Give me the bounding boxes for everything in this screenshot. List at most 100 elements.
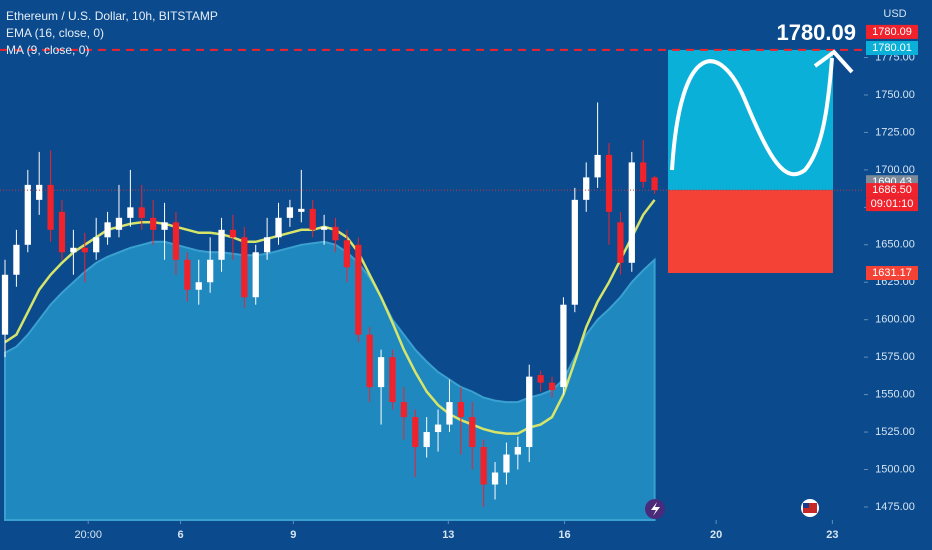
y-tick-label: 1750.00 xyxy=(875,89,915,101)
candle-body xyxy=(104,222,111,238)
y-tick-label: 1725.00 xyxy=(875,126,915,138)
candle-body xyxy=(640,162,647,182)
chart-title: Ethereum / U.S. Dollar, 10h, BITSTAMP xyxy=(6,9,218,23)
candle-body xyxy=(58,211,66,253)
countdown-label: 09:01:10 xyxy=(871,198,914,210)
candle-body xyxy=(605,154,613,212)
axis-unit: USD xyxy=(883,8,906,20)
candle-body xyxy=(457,402,464,418)
flag-canton xyxy=(803,503,809,508)
projection-curve xyxy=(670,57,834,177)
main-layer: 1475.00 1500.00 1525.00 1550.00 1575.00 1600.… xyxy=(0,24,918,541)
candle-body xyxy=(241,237,248,298)
candle-body xyxy=(560,304,567,388)
x-tick-label: 9 xyxy=(290,529,296,541)
candle-body xyxy=(263,237,271,253)
candle-body xyxy=(81,247,88,253)
ma-line xyxy=(4,199,656,435)
candle-body xyxy=(252,252,259,298)
lightning-icon xyxy=(651,502,660,516)
x-tick-label: 23 xyxy=(826,529,838,541)
x-tick-label: 16 xyxy=(558,529,570,541)
candle-body xyxy=(13,244,20,275)
candle-body xyxy=(161,222,168,230)
candle-body xyxy=(537,375,544,383)
target-label: 1780.09 xyxy=(872,26,912,38)
candle-body xyxy=(184,259,191,290)
target-badge xyxy=(866,24,918,39)
candle-body xyxy=(389,357,396,403)
candle-body xyxy=(583,177,590,200)
legend-entry[interactable]: EMA (16, close, 0) xyxy=(6,26,104,40)
candle-body xyxy=(332,226,339,241)
ma-level-badge xyxy=(866,41,918,56)
candle-body xyxy=(127,207,134,218)
stop-label: 1631.17 xyxy=(872,267,912,279)
candle-body xyxy=(36,184,43,200)
candle-body xyxy=(377,357,385,388)
x-tick-label: 6 xyxy=(177,529,183,541)
target-label: 1780.09 xyxy=(776,20,856,45)
candle-body xyxy=(320,226,328,230)
candle-body xyxy=(229,229,237,238)
candle-body xyxy=(343,240,351,268)
candle-body xyxy=(172,222,180,260)
y-tick-label: 1575.00 xyxy=(875,351,915,363)
candle-body xyxy=(355,244,362,335)
candle-body xyxy=(275,217,282,238)
stop-badge xyxy=(866,266,918,281)
y-tick-label: 1700.00 xyxy=(875,164,915,176)
last-price-badge xyxy=(866,183,918,198)
candle-body xyxy=(412,417,419,448)
flag-stripes xyxy=(803,503,817,513)
candle-body xyxy=(309,208,316,230)
x-tick-label: 13 xyxy=(442,529,454,541)
x-tick-label: 20 xyxy=(710,529,722,541)
candle-body xyxy=(571,199,578,305)
candle-body xyxy=(93,237,100,253)
candle-body xyxy=(115,217,123,230)
legend-entry[interactable]: MA (9, close, 0) xyxy=(6,43,89,57)
candle-body xyxy=(594,154,601,178)
last-price-label: 1686.50 xyxy=(872,184,912,196)
candle-body xyxy=(469,417,476,448)
y-tick-label: 1650.00 xyxy=(875,239,915,251)
y-tick-label: 1475.00 xyxy=(875,501,915,513)
countdown-badge xyxy=(866,197,918,212)
projection-layer xyxy=(668,49,833,274)
candle-body xyxy=(138,207,145,218)
candle-body xyxy=(207,259,214,283)
candle-body xyxy=(195,282,202,290)
y-tick-label: 1600.00 xyxy=(875,314,915,326)
y-tick-label: 1525.00 xyxy=(875,426,915,438)
candle-body xyxy=(70,247,77,253)
candle-body xyxy=(651,177,658,191)
candle-body xyxy=(1,274,9,335)
candle-body xyxy=(548,382,556,391)
candle-body xyxy=(526,376,533,448)
candle-body xyxy=(514,447,521,455)
loss-zone xyxy=(668,190,833,274)
candle-body xyxy=(480,447,487,485)
candle-body xyxy=(218,229,225,260)
projection-arrow xyxy=(813,49,854,74)
candle-body xyxy=(298,208,305,212)
candle-body xyxy=(617,222,624,263)
candle-body xyxy=(47,184,54,230)
candle-body xyxy=(366,334,373,388)
candle-body xyxy=(446,402,453,425)
candle-body xyxy=(400,402,408,418)
candle-body xyxy=(434,424,442,433)
candle-body xyxy=(286,207,294,218)
candle-body xyxy=(491,472,499,485)
y-tick-label: 1550.00 xyxy=(875,389,915,401)
candle-body xyxy=(423,432,430,448)
candle-body xyxy=(24,184,31,245)
y-tick-label: 1500.00 xyxy=(875,463,915,475)
candle-body xyxy=(503,454,510,473)
candle-body xyxy=(150,217,157,230)
x-tick-label: 20:00 xyxy=(74,529,102,541)
ma-level-label: 1780.01 xyxy=(872,42,912,54)
candle-body xyxy=(628,162,635,263)
